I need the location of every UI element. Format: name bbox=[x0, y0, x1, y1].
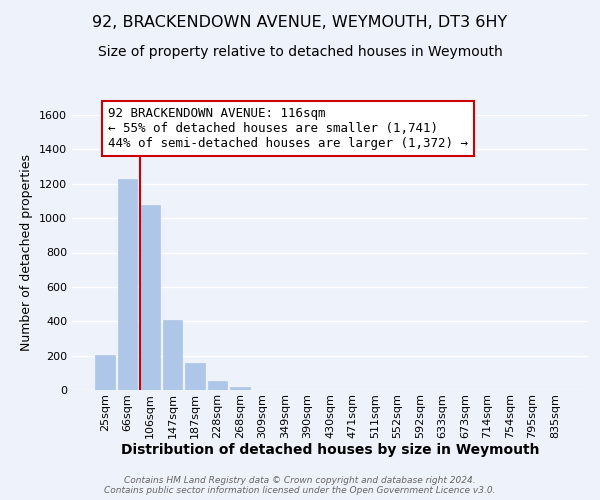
X-axis label: Distribution of detached houses by size in Weymouth: Distribution of detached houses by size … bbox=[121, 444, 539, 458]
Bar bbox=[118, 180, 137, 390]
Bar bbox=[230, 386, 250, 390]
Text: Size of property relative to detached houses in Weymouth: Size of property relative to detached ho… bbox=[98, 45, 502, 59]
Text: Contains HM Land Registry data © Crown copyright and database right 2024.: Contains HM Land Registry data © Crown c… bbox=[124, 476, 476, 485]
Bar bbox=[208, 381, 227, 390]
Bar bbox=[140, 205, 160, 390]
Text: 92, BRACKENDOWN AVENUE, WEYMOUTH, DT3 6HY: 92, BRACKENDOWN AVENUE, WEYMOUTH, DT3 6H… bbox=[92, 15, 508, 30]
Bar bbox=[163, 320, 182, 390]
Text: Contains public sector information licensed under the Open Government Licence v3: Contains public sector information licen… bbox=[104, 486, 496, 495]
Text: 92 BRACKENDOWN AVENUE: 116sqm
← 55% of detached houses are smaller (1,741)
44% o: 92 BRACKENDOWN AVENUE: 116sqm ← 55% of d… bbox=[108, 107, 468, 150]
Bar bbox=[95, 355, 115, 390]
Y-axis label: Number of detached properties: Number of detached properties bbox=[20, 154, 34, 351]
Bar bbox=[185, 362, 205, 390]
